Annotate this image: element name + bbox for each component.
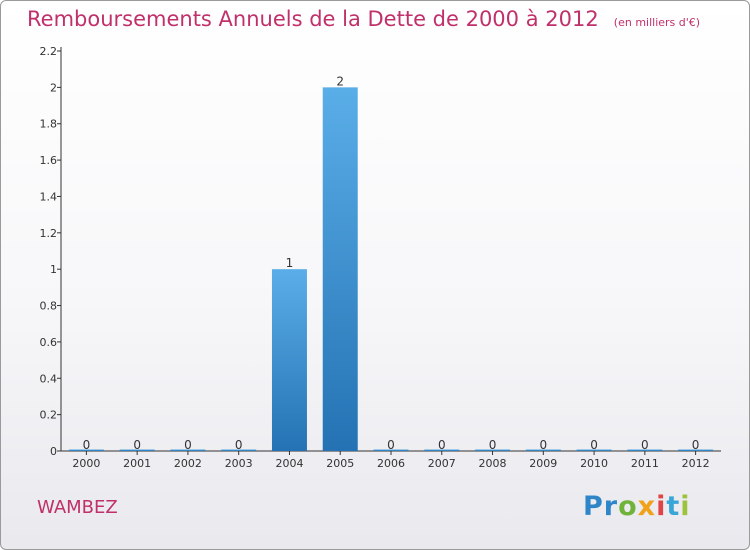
- bar-2005: [322, 87, 358, 451]
- x-tick-label-2010: 2010: [580, 457, 608, 470]
- y-tick-label: 1.8: [40, 118, 58, 131]
- bar-2008: [475, 449, 511, 451]
- x-tick-label-2011: 2011: [631, 457, 659, 470]
- proxiti-logo[interactable]: Proxiti: [583, 491, 691, 522]
- x-tick-label-2007: 2007: [428, 457, 456, 470]
- x-tick-label-2012: 2012: [682, 457, 710, 470]
- x-tick-label-2000: 2000: [72, 457, 100, 470]
- x-tick-label-2001: 2001: [123, 457, 151, 470]
- y-tick-label: 2.2: [40, 45, 58, 58]
- bar-2001: [119, 449, 155, 451]
- bar-2009: [525, 449, 561, 451]
- y-tick-label: 0.2: [40, 409, 58, 422]
- value-label-2009: 0: [539, 438, 547, 452]
- y-tick-label: 1.4: [40, 190, 58, 203]
- bar-2002: [170, 449, 206, 451]
- x-tick-label-2005: 2005: [326, 457, 354, 470]
- value-label-2006: 0: [387, 438, 395, 452]
- value-label-2001: 0: [133, 438, 141, 452]
- y-tick-label: 2: [50, 81, 57, 94]
- y-tick-label: 0.4: [40, 372, 58, 385]
- bar-2010: [576, 449, 612, 451]
- logo-part-3: x: [637, 491, 657, 522]
- logo-part-6: i: [680, 491, 691, 522]
- x-tick-label-2008: 2008: [479, 457, 507, 470]
- chart-subtitle: (en milliers d'€): [613, 16, 701, 29]
- bars: [68, 87, 714, 451]
- y-tick-label: 1.2: [40, 227, 58, 240]
- value-label-2012: 0: [692, 438, 700, 452]
- value-label-2007: 0: [438, 438, 446, 452]
- logo-part-1: Pr: [583, 491, 619, 522]
- y-tick-label: 0.8: [40, 300, 58, 313]
- logo-part-5: t: [666, 491, 681, 522]
- value-label-2010: 0: [590, 438, 598, 452]
- y-tick-label: 1: [50, 263, 57, 276]
- chart-title: Remboursements Annuels de la Dette de 20…: [27, 7, 599, 31]
- data-labels: 0 0 0 0 1 2 0 0 0 0 0 0 0: [83, 74, 700, 452]
- x-tick-label-2003: 2003: [225, 457, 253, 470]
- value-label-2011: 0: [641, 438, 649, 452]
- value-label-2004: 1: [286, 256, 294, 270]
- bar-2004: [271, 269, 307, 451]
- bar-2003: [221, 449, 257, 451]
- bar-2011: [627, 449, 663, 451]
- value-label-2005: 2: [336, 74, 344, 88]
- logo-part-4: i: [656, 491, 667, 522]
- bar-2006: [373, 449, 409, 451]
- y-tick-label: 0: [50, 445, 57, 458]
- value-label-2008: 0: [489, 438, 497, 452]
- y-tick-label: 0.6: [40, 336, 58, 349]
- x-tick-label-2002: 2002: [174, 457, 202, 470]
- y-tick-label: 1.6: [40, 154, 58, 167]
- bar-2012: [678, 449, 714, 451]
- value-label-2002: 0: [184, 438, 192, 452]
- x-tick-label-2009: 2009: [529, 457, 557, 470]
- bar-2007: [424, 449, 460, 451]
- value-label-2000: 0: [83, 438, 91, 452]
- bar-2000: [68, 449, 104, 451]
- x-tick-label-2006: 2006: [377, 457, 405, 470]
- x-tick-label-2004: 2004: [275, 457, 303, 470]
- logo-part-2: o: [618, 491, 638, 522]
- value-label-2003: 0: [235, 438, 243, 452]
- chart-title-block: Remboursements Annuels de la Dette de 20…: [27, 7, 700, 31]
- city-name: WAMBEZ: [37, 497, 118, 518]
